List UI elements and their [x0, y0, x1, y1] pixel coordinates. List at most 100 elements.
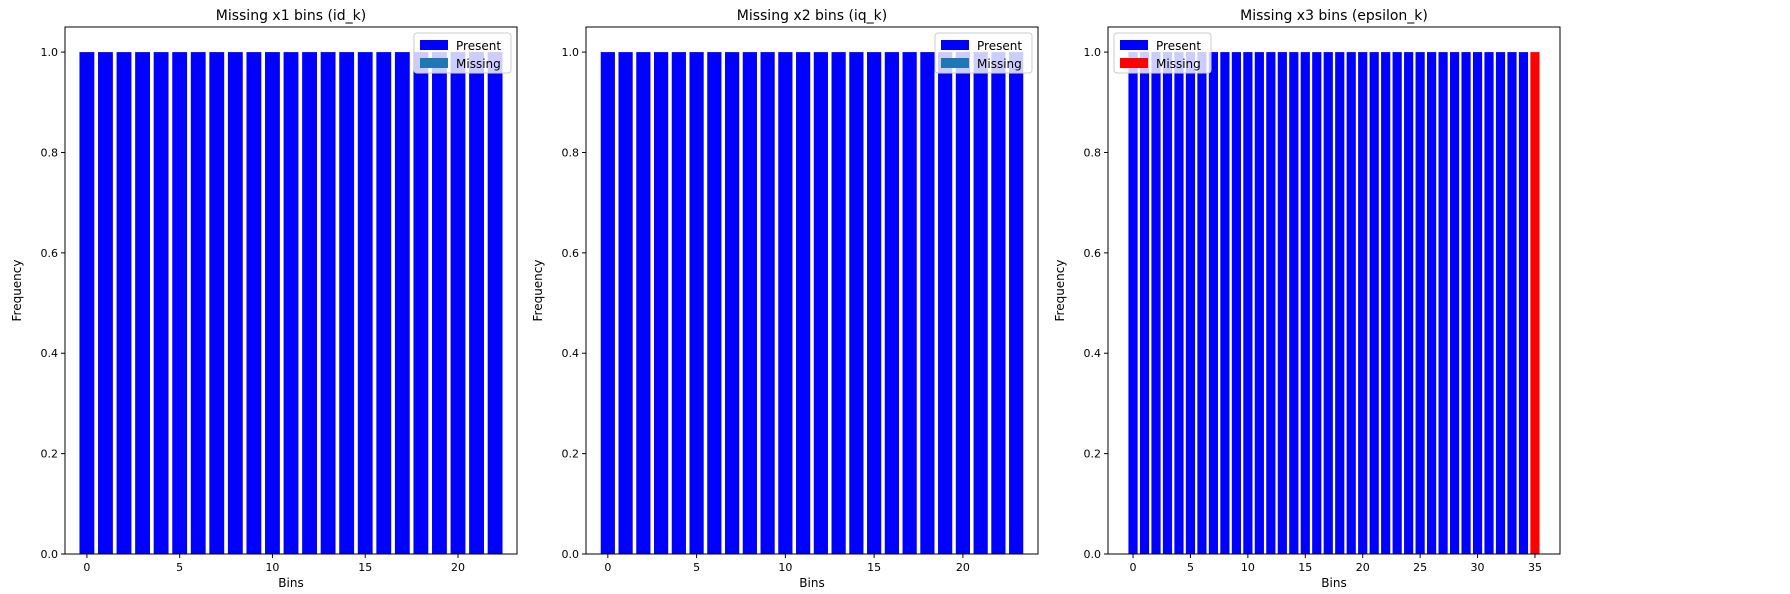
x-tick-label: 10	[1241, 561, 1255, 574]
bar-present-5	[689, 52, 704, 554]
bar-missing-35	[1530, 52, 1540, 554]
chart-panel-1: 0 5 10 15 20 0.0 0.2 0.4 0.6 0.8 1.0 Missing x1 bin…	[10, 8, 518, 590]
bar-present-7	[725, 52, 740, 554]
x-tick-label: 20	[1356, 561, 1370, 574]
bar-present-11	[1254, 52, 1264, 554]
legend-label-present: Present	[977, 39, 1022, 53]
bar-present-0	[600, 52, 615, 554]
y-tick-label: 0.0	[41, 548, 59, 561]
bar-present-25	[1415, 52, 1425, 554]
bar-present-1	[98, 52, 113, 554]
bar-present-6	[190, 52, 206, 554]
bar-present-18	[1335, 52, 1345, 554]
x-tick-label: 25	[1413, 561, 1427, 574]
bar-present-17	[394, 52, 410, 554]
bar-present-34	[1518, 52, 1529, 554]
bar-present-12	[813, 52, 828, 554]
bar-present-29	[1461, 52, 1471, 554]
y-tick-label: 1.0	[1084, 46, 1102, 59]
bar-present-14	[849, 52, 864, 554]
bar-present-33	[1507, 52, 1517, 554]
bar-present-30	[1472, 52, 1483, 554]
bar-present-4	[671, 52, 686, 554]
bar-present-15	[357, 52, 373, 554]
bar-present-16	[1312, 52, 1322, 554]
bar-present-21	[1369, 52, 1379, 554]
bar-present-9	[1231, 52, 1241, 554]
chart-panel-2: 0 5 10 15 20 0.0 0.2 0.4 0.6 0.8 1.0 Missing x2 bin…	[531, 8, 1039, 590]
bar-present-3	[1162, 52, 1173, 554]
bar-present-14	[339, 52, 355, 554]
bar-present-18	[413, 52, 429, 554]
bar-present-20	[1358, 52, 1368, 554]
bar-present-32	[1495, 52, 1506, 554]
bar-present-16	[376, 52, 392, 554]
y-tick-label: 1.0	[562, 46, 580, 59]
bar-present-13	[320, 52, 336, 554]
bar-present-0	[79, 52, 95, 554]
bar-present-7	[209, 52, 225, 554]
x-tick-label: 20	[451, 561, 465, 574]
bar-present-8	[227, 52, 243, 554]
x-tick-label: 0	[604, 561, 611, 574]
bar-present-15	[867, 52, 882, 554]
chart-panel-3: 0 5 10 15 20 25 30 35 0.0 0.2 0.4 0.6 0.8 1.0 Missing …	[1053, 8, 1561, 590]
axes-frame	[1107, 26, 1561, 555]
bar-present-10	[265, 52, 280, 554]
bar-present-23	[1392, 52, 1402, 554]
bar-present-21	[973, 52, 988, 554]
bar-present-8	[1220, 52, 1230, 554]
y-tick-label: 0.2	[562, 448, 580, 461]
bar-present-3	[653, 52, 669, 554]
bar-present-17	[1323, 52, 1333, 554]
bar-present-1	[618, 52, 633, 554]
x-tick-label: 5	[1187, 561, 1194, 574]
bar-present-31	[1484, 52, 1494, 554]
x-tick-label: 0	[1130, 561, 1137, 574]
legend: Present Missing	[1113, 32, 1212, 74]
y-axis-label: Frequency	[531, 260, 545, 322]
bar-present-8	[742, 52, 757, 554]
bar-present-14	[1289, 52, 1299, 554]
x-tick-label: 15	[358, 561, 372, 574]
legend-swatch-present	[420, 40, 448, 50]
bar-present-20	[450, 52, 466, 554]
y-tick-label: 0.0	[562, 548, 580, 561]
y-tick-label: 0.6	[562, 247, 580, 260]
bar-present-10	[1243, 52, 1253, 554]
legend-swatch-missing	[941, 58, 969, 68]
bar-present-9	[246, 52, 262, 554]
bar-present-19	[938, 52, 953, 554]
legend: Present Missing	[413, 32, 512, 74]
bar-present-3	[135, 52, 150, 554]
x-tick-label: 5	[693, 561, 700, 574]
legend-label-present: Present	[456, 39, 501, 53]
y-tick-label: 0.6	[41, 247, 59, 260]
bar-present-22	[991, 52, 1006, 554]
bar-present-12	[302, 52, 317, 554]
legend-swatch-missing	[1120, 58, 1148, 68]
y-tick-label: 0.8	[1084, 146, 1102, 159]
bar-present-16	[884, 52, 899, 554]
bar-present-20	[955, 52, 971, 554]
x-tick-label: 35	[1528, 561, 1542, 574]
legend-label-present: Present	[1156, 39, 1201, 53]
x-axis-label: Bins	[278, 576, 303, 590]
x-tick-label: 0	[83, 561, 90, 574]
bar-present-4	[1174, 52, 1184, 554]
x-tick-label: 20	[956, 561, 970, 574]
chart-title: Missing x1 bins (id_k)	[216, 8, 367, 24]
bar-present-22	[487, 52, 503, 554]
bar-present-2	[116, 52, 132, 554]
bar-present-11	[796, 52, 811, 554]
x-tick-label: 10	[265, 561, 279, 574]
bar-present-2	[1151, 52, 1161, 554]
legend-label-missing: Missing	[456, 57, 501, 71]
bar-present-28	[1449, 52, 1460, 554]
chart-title: Missing x3 bins (epsilon_k)	[1240, 8, 1428, 24]
bar-present-15	[1300, 52, 1310, 554]
legend-label-missing: Missing	[977, 57, 1022, 71]
bar-present-23	[1009, 52, 1024, 554]
x-tick-label: 5	[176, 561, 183, 574]
